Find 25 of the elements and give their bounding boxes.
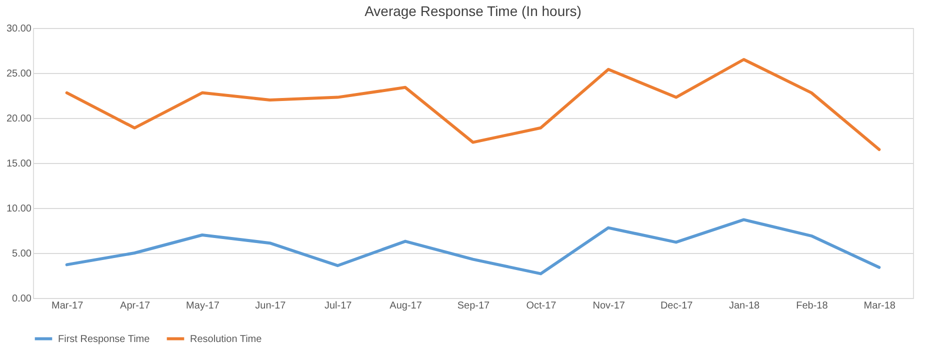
line-series <box>65 58 881 151</box>
legend-label: Resolution Time <box>190 334 262 345</box>
y-tick-label: 20.00 <box>6 114 32 124</box>
line-series <box>65 218 881 276</box>
x-tick-label: Mar-17 <box>52 300 84 312</box>
y-tick-label: 5.00 <box>12 248 32 260</box>
x-tick-label: Jun-17 <box>255 300 286 312</box>
x-tick-label: Aug-17 <box>390 300 422 312</box>
chart-title: Average Response Time (In hours) <box>364 3 582 19</box>
x-tick-label: Apr-17 <box>120 300 150 312</box>
x-tick-label: Feb-18 <box>796 300 828 312</box>
legend-label: First Response Time <box>58 334 150 345</box>
y-tick-label: 15.00 <box>6 158 32 170</box>
y-tick-label: 30.00 <box>6 24 32 34</box>
x-tick-label: Jul-17 <box>324 300 352 312</box>
x-tick-label: Oct-17 <box>526 300 557 312</box>
y-tick-label: 25.00 <box>6 68 32 80</box>
x-tick-label: May-17 <box>186 300 220 312</box>
x-tick-label: Sep-17 <box>457 300 490 312</box>
x-tick-label: Mar-18 <box>864 300 896 312</box>
x-tick-label: Jan-18 <box>728 300 760 312</box>
y-tick-label: 0.00 <box>12 294 32 304</box>
x-tick-label: Nov-17 <box>592 300 626 312</box>
x-tick-label: Dec-17 <box>660 300 694 312</box>
y-tick-label: 10.00 <box>6 204 32 214</box>
